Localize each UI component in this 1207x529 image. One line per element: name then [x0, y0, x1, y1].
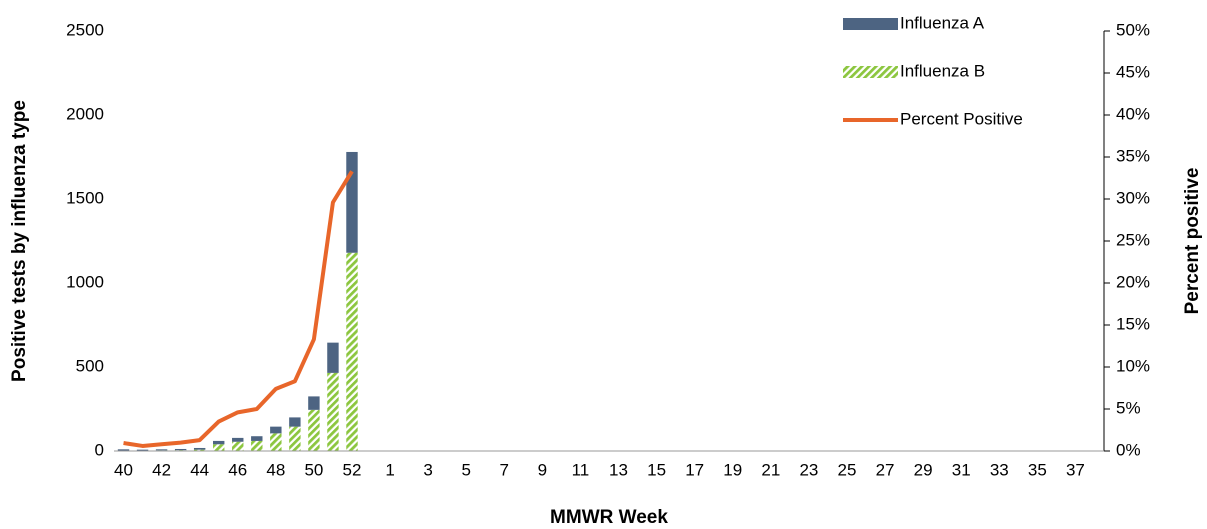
bar	[308, 409, 320, 451]
y2-tick-label: 10%	[1116, 356, 1150, 375]
x-tick-label: 13	[609, 460, 628, 479]
x-tick-label: 17	[685, 460, 704, 479]
bar	[117, 449, 130, 451]
x-tick-label: 40	[114, 460, 133, 479]
bar	[193, 447, 206, 450]
bar	[232, 437, 244, 442]
legend-label: Percent Positive	[900, 109, 1023, 128]
y2-tick-label: 5%	[1116, 398, 1141, 417]
x-tick-label: 31	[952, 460, 971, 479]
y2-tick-label: 40%	[1116, 104, 1150, 123]
x-tick-label: 33	[990, 460, 1009, 479]
x-tick-label: 48	[266, 460, 285, 479]
x-tick-label: 5	[461, 460, 470, 479]
bar	[136, 449, 149, 451]
x-tick-label: 15	[647, 460, 666, 479]
x-tick-label: 11	[572, 460, 590, 479]
bar	[193, 449, 206, 451]
y2-tick-label: 25%	[1116, 230, 1150, 249]
bar	[251, 440, 263, 451]
x-tick-label: 46	[228, 460, 247, 479]
legend-swatch	[843, 18, 898, 30]
y2-tick-label: 0%	[1116, 440, 1141, 459]
y-tick-label: 500	[76, 356, 104, 375]
x-axis-title: MMWR Week	[550, 507, 668, 528]
y2-axis-title: Percent positive	[1182, 168, 1203, 315]
bar	[346, 252, 358, 451]
x-tick-label: 7	[500, 460, 509, 479]
y-tick-label: 0	[95, 440, 104, 459]
y-tick-label: 2500	[66, 20, 104, 39]
x-tick-label: 44	[190, 460, 209, 479]
legend-label: Influenza B	[900, 61, 985, 80]
bar	[213, 444, 225, 451]
y2-tick-label: 35%	[1116, 146, 1150, 165]
line	[123, 170, 354, 448]
y-tick-label: 1000	[66, 272, 104, 291]
y2-tick-label: 50%	[1116, 20, 1150, 39]
x-tick-label: 1	[385, 460, 394, 479]
x-tick-label: 9	[538, 460, 547, 479]
x-tick-label: 52	[343, 460, 362, 479]
y2-tick-label: 45%	[1116, 62, 1150, 81]
x-tick-label: 19	[723, 460, 742, 479]
y-tick-label: 2000	[66, 104, 104, 123]
y-tick-label: 1500	[66, 188, 104, 207]
x-tick-label: 23	[799, 460, 818, 479]
bar	[155, 449, 168, 451]
x-tick-label: 27	[876, 460, 895, 479]
bar	[289, 426, 301, 451]
bar	[270, 426, 282, 434]
x-tick-label: 29	[914, 460, 933, 479]
bar	[270, 433, 282, 451]
bar	[327, 372, 339, 451]
y-axis-title: Positive tests by influenza type	[9, 100, 30, 382]
legend-swatch	[843, 66, 898, 78]
x-tick-label: 42	[152, 460, 171, 479]
bar	[232, 441, 244, 451]
legend-label: Influenza A	[900, 13, 985, 32]
x-tick-label: 3	[423, 460, 432, 479]
bar	[213, 440, 225, 445]
bar	[174, 448, 187, 451]
bar	[327, 342, 339, 373]
x-tick-label: 37	[1066, 460, 1085, 479]
y2-tick-label: 15%	[1116, 314, 1150, 333]
bar	[251, 436, 263, 441]
x-tick-label: 35	[1028, 460, 1047, 479]
y2-tick-label: 30%	[1116, 188, 1150, 207]
bar	[308, 396, 320, 410]
y2-tick-label: 20%	[1116, 272, 1150, 291]
x-tick-label: 21	[761, 460, 780, 479]
x-tick-label: 50	[304, 460, 323, 479]
bar	[289, 417, 301, 427]
bar	[346, 151, 358, 253]
x-tick-label: 25	[838, 460, 857, 479]
